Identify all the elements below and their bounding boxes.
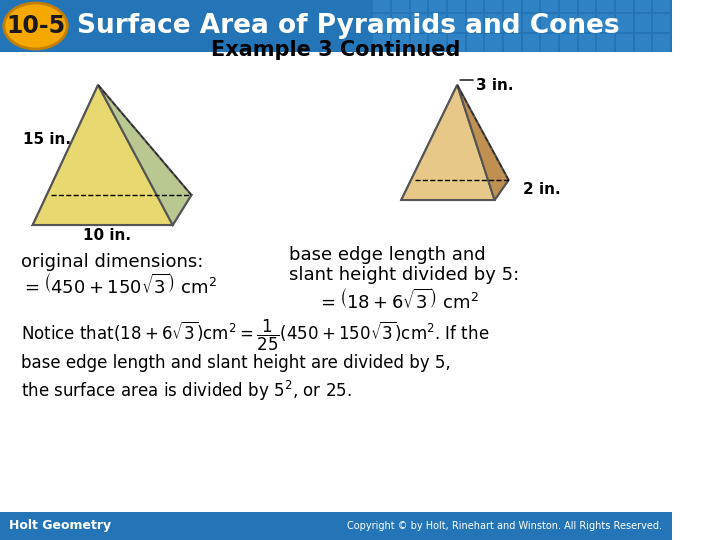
Text: Surface Area of Pyramids and Cones: Surface Area of Pyramids and Cones xyxy=(76,13,619,39)
Polygon shape xyxy=(33,85,173,225)
FancyBboxPatch shape xyxy=(560,14,577,32)
Text: 10-5: 10-5 xyxy=(6,14,65,38)
FancyBboxPatch shape xyxy=(560,0,577,12)
FancyBboxPatch shape xyxy=(392,34,409,52)
FancyBboxPatch shape xyxy=(523,34,539,52)
Text: slant height divided by 5:: slant height divided by 5: xyxy=(289,266,520,284)
Text: $= \left(18 + 6\sqrt{3}\right)\ \mathrm{cm}^2$: $= \left(18 + 6\sqrt{3}\right)\ \mathrm{… xyxy=(318,287,480,313)
Text: Holt Geometry: Holt Geometry xyxy=(9,519,112,532)
Text: 10 in.: 10 in. xyxy=(84,227,131,242)
FancyBboxPatch shape xyxy=(634,0,652,12)
FancyBboxPatch shape xyxy=(467,34,483,52)
Text: original dimensions:: original dimensions: xyxy=(21,253,203,271)
Polygon shape xyxy=(457,85,508,200)
FancyBboxPatch shape xyxy=(467,14,483,32)
Ellipse shape xyxy=(4,3,67,49)
Text: Notice that$\left(18 + 6\sqrt{3}\right)\mathrm{cm}^2 = \dfrac{1}{25}\left(450 + : Notice that$\left(18 + 6\sqrt{3}\right)\… xyxy=(21,318,489,353)
FancyBboxPatch shape xyxy=(597,14,614,32)
FancyBboxPatch shape xyxy=(616,0,633,12)
FancyBboxPatch shape xyxy=(410,14,428,32)
FancyBboxPatch shape xyxy=(541,14,558,32)
FancyBboxPatch shape xyxy=(448,34,464,52)
Polygon shape xyxy=(401,180,508,200)
FancyBboxPatch shape xyxy=(504,0,521,12)
Text: the surface area is divided by $5^2$, or 25.: the surface area is divided by $5^2$, or… xyxy=(21,379,351,403)
FancyBboxPatch shape xyxy=(0,0,672,52)
FancyBboxPatch shape xyxy=(541,34,558,52)
FancyBboxPatch shape xyxy=(653,34,670,52)
FancyBboxPatch shape xyxy=(485,34,502,52)
FancyBboxPatch shape xyxy=(541,0,558,12)
FancyBboxPatch shape xyxy=(579,34,595,52)
FancyBboxPatch shape xyxy=(634,14,652,32)
Text: 3 in.: 3 in. xyxy=(476,78,513,92)
FancyBboxPatch shape xyxy=(448,0,464,12)
FancyBboxPatch shape xyxy=(392,14,409,32)
Polygon shape xyxy=(33,195,192,225)
Text: 2 in.: 2 in. xyxy=(523,183,560,198)
Text: Example 3 Continued: Example 3 Continued xyxy=(211,40,461,60)
FancyBboxPatch shape xyxy=(429,14,446,32)
FancyBboxPatch shape xyxy=(579,0,595,12)
Text: $= \left(450 + 150\sqrt{3}\right)\ \mathrm{cm}^2$: $= \left(450 + 150\sqrt{3}\right)\ \math… xyxy=(21,273,217,298)
Polygon shape xyxy=(415,85,508,180)
FancyBboxPatch shape xyxy=(560,34,577,52)
Text: base edge length and slant height are divided by 5,: base edge length and slant height are di… xyxy=(21,354,451,372)
Polygon shape xyxy=(33,85,98,225)
FancyBboxPatch shape xyxy=(579,14,595,32)
FancyBboxPatch shape xyxy=(523,14,539,32)
FancyBboxPatch shape xyxy=(429,0,446,12)
Polygon shape xyxy=(98,85,192,225)
FancyBboxPatch shape xyxy=(504,14,521,32)
Text: Copyright © by Holt, Rinehart and Winston. All Rights Reserved.: Copyright © by Holt, Rinehart and Winsto… xyxy=(348,521,662,531)
FancyBboxPatch shape xyxy=(429,34,446,52)
FancyBboxPatch shape xyxy=(467,0,483,12)
FancyBboxPatch shape xyxy=(392,0,409,12)
FancyBboxPatch shape xyxy=(0,512,672,540)
FancyBboxPatch shape xyxy=(597,34,614,52)
Polygon shape xyxy=(401,85,457,200)
Text: base edge length and: base edge length and xyxy=(289,246,486,264)
FancyBboxPatch shape xyxy=(373,34,390,52)
FancyBboxPatch shape xyxy=(373,14,390,32)
FancyBboxPatch shape xyxy=(653,0,670,12)
FancyBboxPatch shape xyxy=(485,14,502,32)
FancyBboxPatch shape xyxy=(410,0,428,12)
FancyBboxPatch shape xyxy=(448,14,464,32)
FancyBboxPatch shape xyxy=(634,34,652,52)
FancyBboxPatch shape xyxy=(410,34,428,52)
FancyBboxPatch shape xyxy=(616,34,633,52)
FancyBboxPatch shape xyxy=(373,0,390,12)
FancyBboxPatch shape xyxy=(653,14,670,32)
FancyBboxPatch shape xyxy=(485,0,502,12)
FancyBboxPatch shape xyxy=(523,0,539,12)
Polygon shape xyxy=(51,85,192,195)
Text: 15 in.: 15 in. xyxy=(23,132,71,147)
FancyBboxPatch shape xyxy=(504,34,521,52)
Polygon shape xyxy=(401,85,495,200)
FancyBboxPatch shape xyxy=(616,14,633,32)
FancyBboxPatch shape xyxy=(597,0,614,12)
